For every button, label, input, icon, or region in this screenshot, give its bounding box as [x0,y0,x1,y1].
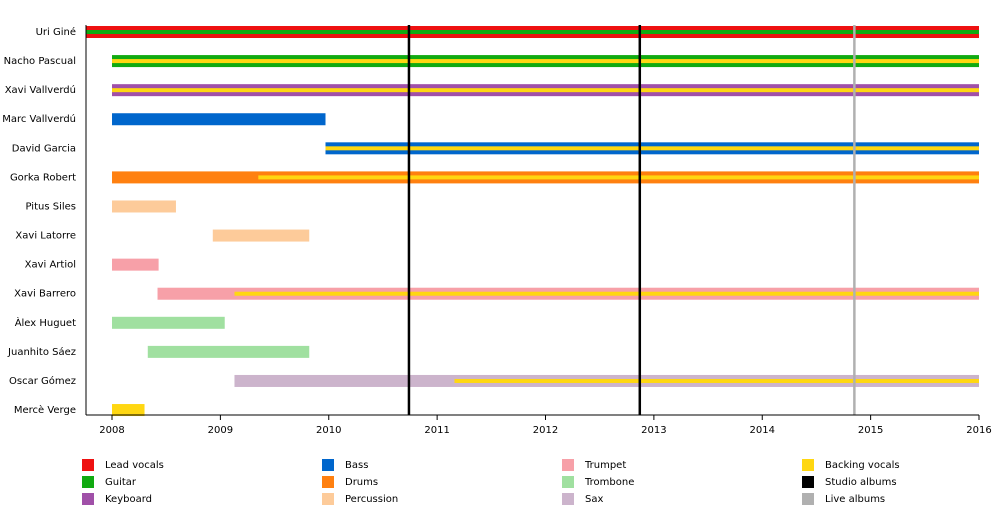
role-bar [112,113,326,126]
row-label: Xavi Vallverdú [5,84,76,96]
role-bar [212,229,310,242]
row-label: Xavi Latorre [15,231,76,242]
x-tick-label: 2008 [99,425,124,436]
legend-label: Live albums [825,494,885,505]
row-label: Gorka Robert [10,172,76,183]
role-stripe [234,291,979,296]
x-tick-label: 2015 [858,425,883,436]
role-bar [112,404,145,417]
legend-swatch [802,459,814,471]
legend-swatch [322,476,334,488]
legend-label: Bass [345,460,368,471]
role-stripe [325,146,979,151]
row-label: Oscar Gómez [9,375,76,387]
row-label: Mercè Verge [14,404,76,416]
row-label: Xavi Barrero [14,289,76,300]
row-label: David Garcia [12,143,76,154]
legend-label: Keyboard [105,494,152,505]
row-label: Àlex Huguet [15,316,76,329]
x-tick-label: 2016 [966,425,991,436]
legend-label: Guitar [105,477,137,488]
legend-swatch [82,476,94,488]
legend-label: Trumpet [584,460,626,471]
legend-swatch [322,459,334,471]
legend-swatch [82,459,94,471]
legend-swatch [562,476,574,488]
role-stripe [258,175,979,180]
legend-label: Percussion [345,494,398,505]
row-label: Marc Vallverdú [2,113,76,125]
row-label: Pitus Siles [25,201,76,212]
role-bar [112,258,159,271]
legend-swatch [322,493,334,505]
role-bar [112,316,225,329]
legend-label: Studio albums [825,477,897,488]
legend-label: Lead vocals [105,460,164,471]
legend-swatch [562,459,574,471]
legend-swatch [562,493,574,505]
legend-label: Sax [585,494,603,505]
legend-label: Backing vocals [825,460,900,471]
legend-swatch [82,493,94,505]
role-stripe [112,88,980,93]
x-tick-label: 2012 [533,425,558,436]
legend-label: Drums [345,477,378,488]
x-tick-label: 2009 [208,425,233,436]
role-stripe [112,59,980,64]
role-stripe [454,378,979,383]
x-tick-label: 2011 [424,425,449,436]
row-label: Juanhito Sáez [7,346,76,358]
role-bar [147,345,310,358]
x-tick-label: 2010 [316,425,341,436]
legend-label: Trombone [584,477,634,488]
role-stripe [86,30,979,34]
role-bar [112,200,176,213]
x-tick-label: 2013 [641,425,666,436]
x-tick-label: 2014 [750,425,775,436]
legend-swatch [802,476,814,488]
row-label: Xavi Artiol [25,260,76,271]
row-label: Nacho Pascual [4,56,76,67]
row-label: Uri Giné [36,26,76,38]
legend-swatch [802,493,814,505]
